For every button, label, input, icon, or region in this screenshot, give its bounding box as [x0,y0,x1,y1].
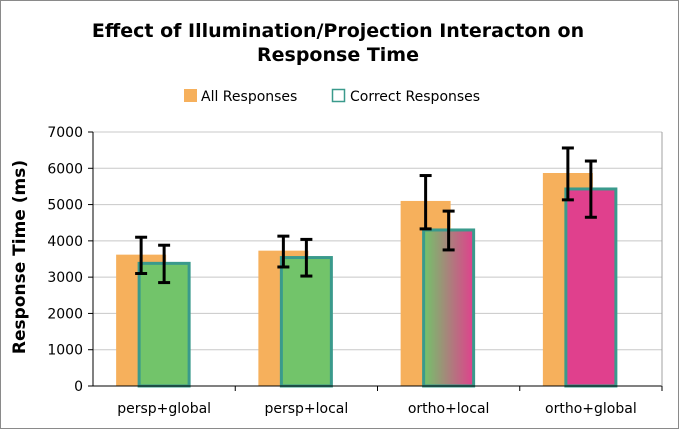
axes [92,132,663,387]
legend-label-all-responses: All Responses [201,89,297,105]
y-tick-label: 1000 [47,343,83,359]
y-tick-label: 3000 [47,270,83,286]
error-bar-all-responses-ortho-local [419,174,432,231]
error-bar-correct-responses-ortho-global [584,159,597,219]
x-axis-ticks: persp+global persp+local ortho+local ortho+… [117,386,663,417]
y-axis-ticks: 0 1000 2000 3000 4000 5000 6000 7000 [47,125,93,395]
y-tick-label: 6000 [47,161,83,177]
y-tick-label: 0 [74,379,83,395]
y-axis-label: Response Time (ms) [10,160,30,354]
legend-label-correct-responses: Correct Responses [350,89,480,105]
x-tick-label: persp+local [264,401,348,417]
error-bar-all-responses-persp-global [135,235,148,276]
bars [116,173,618,388]
y-tick-label: 7000 [47,125,83,141]
y-tick-label: 2000 [47,306,83,322]
bar-correct-responses-ortho-local [422,228,476,388]
x-tick-label: ortho+global [545,401,637,417]
legend: All Responses Correct Responses [184,88,480,105]
chart-title-line-2: Response Time [257,44,419,66]
bar-correct-responses-ortho-global [564,187,618,388]
legend-swatch-all-responses [184,89,197,102]
x-tick-label: ortho+local [408,401,490,417]
error-bar-all-responses-persp-local [277,234,290,269]
x-tick-label: persp+global [117,401,211,417]
error-bars [135,146,597,285]
legend-swatch-correct-responses [331,88,346,103]
y-tick-label: 5000 [47,198,83,214]
chart-title-line-1: Effect of Illumination/Projection Intera… [92,20,584,42]
error-bar-correct-responses-ortho-local [442,209,455,252]
y-tick-label: 4000 [47,234,83,250]
error-bar-all-responses-ortho-global [561,146,574,202]
error-bar-correct-responses-persp-local [300,237,313,278]
error-bar-correct-responses-persp-global [158,243,171,285]
